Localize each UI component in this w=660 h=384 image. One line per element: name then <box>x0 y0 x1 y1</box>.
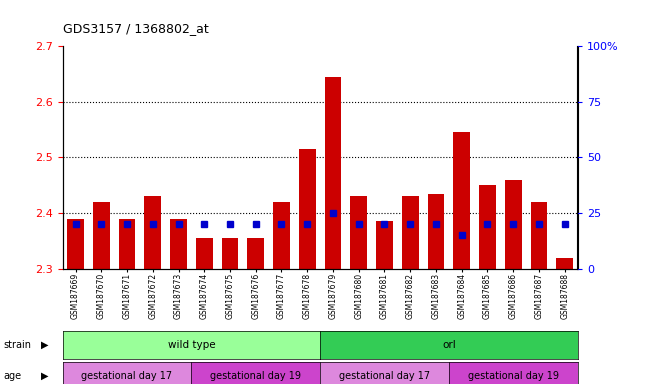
Text: gestational day 19: gestational day 19 <box>211 371 301 381</box>
Text: age: age <box>3 371 21 381</box>
Text: wild type: wild type <box>168 340 215 350</box>
Bar <box>273 202 290 269</box>
Text: gestational day 17: gestational day 17 <box>81 371 173 381</box>
Bar <box>170 218 187 269</box>
Bar <box>531 202 547 269</box>
Bar <box>556 258 573 269</box>
Bar <box>299 149 315 269</box>
Bar <box>325 77 341 269</box>
Text: strain: strain <box>3 340 31 350</box>
Bar <box>350 196 367 269</box>
Bar <box>93 202 110 269</box>
Bar <box>222 238 238 269</box>
Bar <box>248 238 264 269</box>
Text: ▶: ▶ <box>41 371 49 381</box>
Text: GDS3157 / 1368802_at: GDS3157 / 1368802_at <box>63 22 209 35</box>
Text: orl: orl <box>442 340 455 350</box>
Text: gestational day 17: gestational day 17 <box>339 371 430 381</box>
Text: ▶: ▶ <box>41 340 49 350</box>
Bar <box>505 180 521 269</box>
Text: gestational day 19: gestational day 19 <box>468 371 558 381</box>
Bar <box>196 238 213 269</box>
Bar <box>376 222 393 269</box>
Bar <box>145 196 161 269</box>
Bar <box>119 218 135 269</box>
Bar <box>479 185 496 269</box>
Bar <box>402 196 418 269</box>
Bar <box>453 132 470 269</box>
Bar <box>67 218 84 269</box>
Bar <box>428 194 444 269</box>
